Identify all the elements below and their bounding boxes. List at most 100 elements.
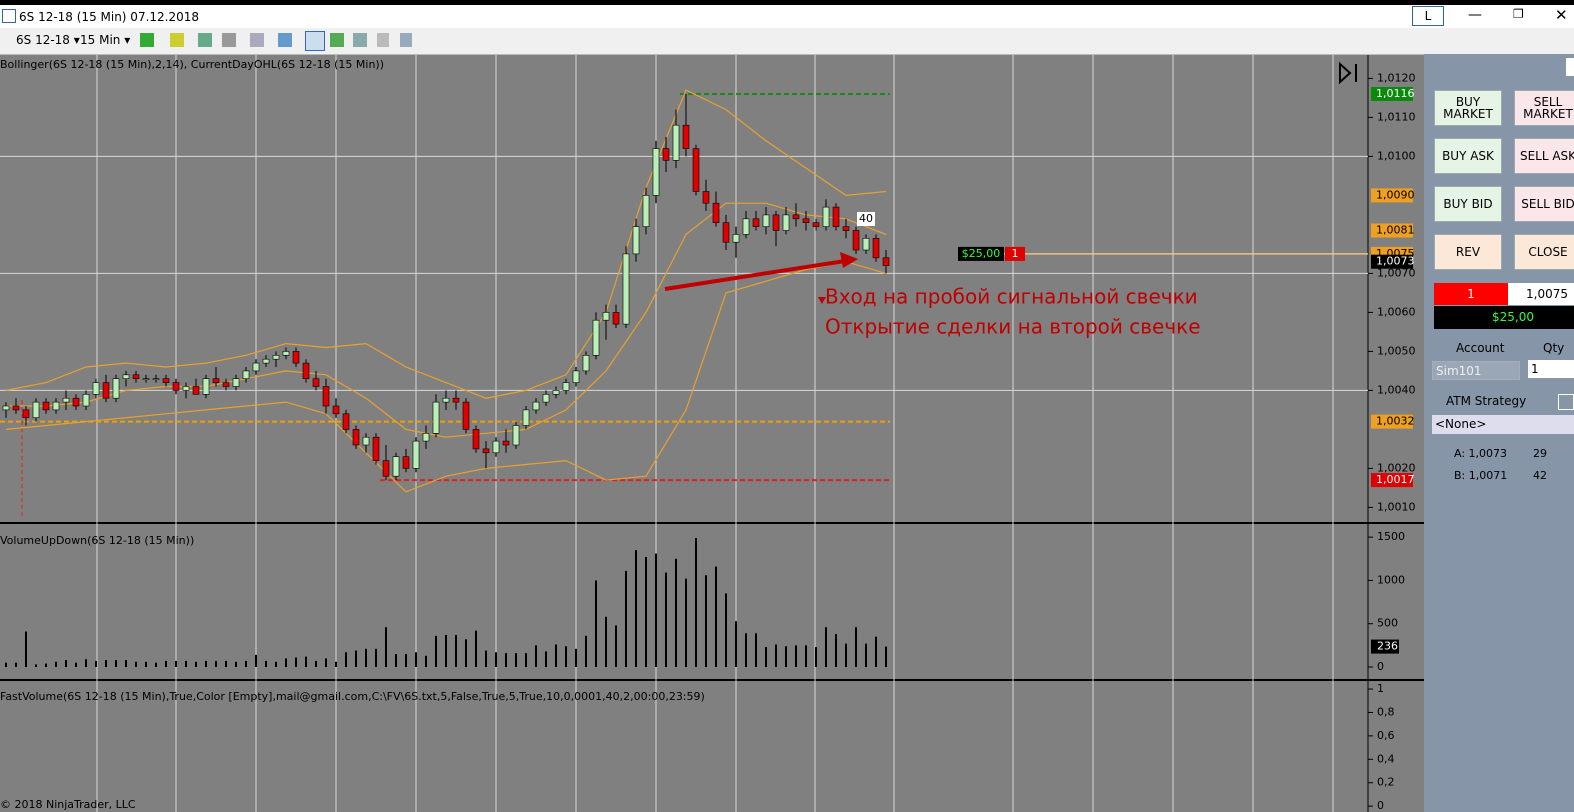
atm-select[interactable]: <None> xyxy=(1432,415,1574,434)
minimize[interactable]: — xyxy=(1468,7,1482,23)
candle-body xyxy=(322,386,330,407)
candle-body xyxy=(92,382,100,395)
tool[interactable] xyxy=(400,33,412,47)
interval: 15 Min xyxy=(80,33,121,47)
candle-body xyxy=(692,148,700,192)
candle-body xyxy=(412,440,420,469)
order-button[interactable]: SELL ASK xyxy=(1514,138,1574,174)
instrument-select[interactable]: 6S 12-18 ▾ xyxy=(16,33,80,47)
candle-body xyxy=(392,456,400,477)
candle-body xyxy=(202,378,210,395)
candle-body xyxy=(12,405,20,411)
close[interactable]: ✕ xyxy=(1555,6,1568,24)
order-button[interactable]: REV xyxy=(1434,234,1502,270)
candle-body xyxy=(462,401,470,430)
order-button[interactable]: SELL MARKET xyxy=(1514,90,1574,126)
ask: A: 1,0073 xyxy=(1454,447,1508,460)
candle-body xyxy=(592,319,600,356)
restore[interactable]: ❐ xyxy=(1513,7,1524,21)
candle-body xyxy=(662,148,670,161)
candle-body xyxy=(442,397,450,403)
candle-body xyxy=(222,382,230,387)
candle-body xyxy=(402,456,410,469)
y-tick-label: 1,0100 xyxy=(1377,149,1416,162)
candle-body xyxy=(602,312,610,321)
price-marker-label: 1,0090 xyxy=(1376,188,1415,201)
y-tick-label: 0 xyxy=(1377,660,1384,673)
candle-body xyxy=(422,432,430,442)
count-box xyxy=(857,212,875,226)
scroll-icon[interactable] xyxy=(1339,61,1357,85)
price-marker xyxy=(1371,254,1413,269)
tool[interactable] xyxy=(140,33,154,47)
candle-body xyxy=(382,460,390,477)
y-tick-label: 0 xyxy=(1377,799,1384,812)
interval-select[interactable]: 15 Min ▾ xyxy=(80,33,131,47)
candle-body xyxy=(82,393,90,407)
tool[interactable] xyxy=(198,33,212,47)
y-tick-label: 0,2 xyxy=(1377,776,1395,789)
volume-marker-label: 236 xyxy=(1377,640,1398,653)
candle-body xyxy=(822,206,830,227)
order-button[interactable]: BUY ASK xyxy=(1434,138,1502,174)
candle-body xyxy=(282,351,290,356)
qty-input[interactable]: 1 xyxy=(1528,360,1574,378)
candle-body xyxy=(162,378,170,383)
price-marker xyxy=(1371,188,1413,203)
order-button[interactable]: SELL BID xyxy=(1514,186,1574,222)
candle-body xyxy=(642,195,650,227)
atm-checkbox[interactable] xyxy=(1558,394,1574,410)
bollinger-lower xyxy=(5,261,887,493)
tool[interactable] xyxy=(353,33,367,47)
annotation: Вход на пробой сигнальной свечки xyxy=(825,285,1198,309)
candle-body xyxy=(452,397,460,403)
tool[interactable] xyxy=(170,33,184,47)
order-button[interactable]: BUY BID xyxy=(1434,186,1502,222)
count-label: 40 xyxy=(859,212,873,225)
order-panel: BUY MARKET SELL MARKET BUY ASK SELL ASK BUY … xyxy=(1424,54,1574,812)
candle-body xyxy=(312,378,320,387)
candle-body xyxy=(252,362,260,372)
indicator-label: VolumeUpDown(6S 12-18 (15 Min)) xyxy=(0,534,194,547)
candle-body xyxy=(32,401,40,419)
bid: B: 1,0071 xyxy=(1454,469,1508,482)
price-marker xyxy=(1371,87,1413,101)
tool[interactable] xyxy=(278,33,292,47)
candle-body xyxy=(502,440,510,446)
candle-body xyxy=(482,448,490,454)
panel-toggle[interactable] xyxy=(1566,58,1574,76)
tool[interactable] xyxy=(377,33,389,47)
candle-body xyxy=(632,226,640,255)
volume-marker xyxy=(1371,639,1399,654)
candle-body xyxy=(812,222,820,227)
y-tick-label: 1,0040 xyxy=(1377,383,1416,396)
price-marker-label: 1,0081 xyxy=(1376,224,1415,237)
tool[interactable] xyxy=(305,31,325,51)
tool[interactable] xyxy=(330,33,344,47)
pnl: $25,00 xyxy=(1434,306,1574,329)
candle-body xyxy=(292,351,300,364)
arrow-mark xyxy=(818,297,826,304)
bollinger-middle xyxy=(6,202,887,438)
order-button[interactable]: BUY MARKET xyxy=(1434,90,1502,126)
atm-label: ATM Strategy xyxy=(1446,394,1527,408)
candle-body xyxy=(182,386,190,391)
price-marker-label: 1,0116 xyxy=(1376,87,1415,100)
candle-body xyxy=(572,370,580,383)
qty-label: Qty xyxy=(1543,341,1565,355)
account-select[interactable]: Sim101 xyxy=(1432,361,1520,380)
candle-body xyxy=(512,425,520,446)
price-marker xyxy=(1371,473,1413,488)
candle-body xyxy=(542,393,550,403)
tool[interactable] xyxy=(250,33,264,47)
candle-body xyxy=(562,382,570,391)
bid-size: 42 xyxy=(1533,469,1547,482)
order-button[interactable]: CLOSE xyxy=(1514,234,1574,270)
y-tick-label: 1,0120 xyxy=(1377,71,1416,84)
layout-button[interactable]: L xyxy=(1412,6,1444,26)
candle-body xyxy=(762,214,770,227)
qty-label: 1 xyxy=(1012,247,1019,260)
tool[interactable] xyxy=(222,33,236,47)
y-tick-label: 1,0050 xyxy=(1377,344,1416,357)
